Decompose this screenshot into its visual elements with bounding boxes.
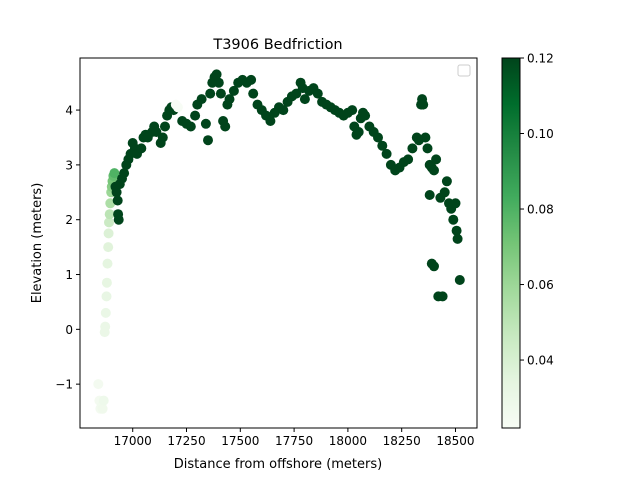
scatter-point xyxy=(190,110,201,121)
x-axis: 17000 17250 17500 17750 18000 18250 18500 xyxy=(114,428,475,448)
colorbar-tick-label: 0.04 xyxy=(527,354,554,368)
scatter-point xyxy=(448,214,459,225)
y-tick-label: 4 xyxy=(65,104,73,118)
scatter-point xyxy=(381,148,392,159)
scatter-point xyxy=(111,187,122,198)
x-tick-label: 18000 xyxy=(329,434,367,448)
scatter-point xyxy=(450,198,461,209)
scatter-point xyxy=(228,85,239,96)
colorbar-tick-label: 0.08 xyxy=(527,203,554,217)
scatter-point xyxy=(157,132,168,143)
scatter-point xyxy=(248,88,259,99)
scatter-point xyxy=(196,94,207,105)
scatter-point xyxy=(102,258,113,269)
chart-title: T3906 Bedfriction xyxy=(212,37,342,53)
scatter-point xyxy=(418,99,429,110)
scatter-point xyxy=(104,217,114,228)
scatter-point xyxy=(377,140,388,151)
x-tick-label: 18250 xyxy=(383,434,421,448)
colorbar-tick-label: 0.06 xyxy=(527,278,554,292)
x-axis-label: Distance from offshore (meters) xyxy=(174,457,382,472)
scatter-point xyxy=(97,403,108,414)
scatter-point xyxy=(104,209,115,220)
scatter-point xyxy=(103,242,114,253)
scatter-point xyxy=(215,88,226,99)
scatter-point xyxy=(420,132,431,143)
x-tick-label: 17250 xyxy=(167,434,205,448)
scatter-point xyxy=(220,121,231,132)
y-axis: −1 0 1 2 3 4 xyxy=(55,104,80,392)
scatter-point xyxy=(93,379,104,390)
scatter-point xyxy=(100,307,111,318)
scatter-point xyxy=(211,69,222,80)
scatter-point xyxy=(403,154,414,165)
scatter-point xyxy=(172,102,183,113)
scatter-point xyxy=(429,165,439,176)
x-tick-label: 18500 xyxy=(436,434,474,448)
scatter-point xyxy=(185,121,196,132)
scatter-point xyxy=(422,143,433,154)
scatter-point xyxy=(101,277,112,288)
scatter-point xyxy=(101,291,112,302)
colorbar-tick-label: 0.12 xyxy=(527,52,554,66)
scatter-point xyxy=(424,190,435,200)
scatter-point xyxy=(353,127,364,137)
y-tick-label: 3 xyxy=(65,158,73,172)
plot-area xyxy=(80,58,477,428)
x-tick-label: 17000 xyxy=(114,434,152,448)
scatter-point xyxy=(431,154,442,165)
scatter-point xyxy=(109,168,120,179)
scatter-point xyxy=(452,233,463,244)
scatter-point xyxy=(441,176,452,187)
scatter-point xyxy=(100,321,111,332)
scatter-point xyxy=(265,116,276,126)
scatter-point xyxy=(113,214,124,225)
scatter-point xyxy=(299,94,310,105)
y-tick-label: 1 xyxy=(65,268,73,282)
scatter-point xyxy=(224,94,235,105)
scatter-point xyxy=(451,225,462,236)
colorbar xyxy=(501,57,521,429)
scatter-point xyxy=(407,143,418,154)
scatter-points xyxy=(93,69,465,414)
scatter-point xyxy=(213,77,224,88)
scatter-point xyxy=(246,74,257,85)
scatter-point xyxy=(439,187,450,198)
y-tick-label: −1 xyxy=(55,378,73,392)
scatter-point xyxy=(119,168,130,179)
scatter-point xyxy=(98,395,109,406)
scatter-point xyxy=(437,291,448,302)
scatter-point xyxy=(360,110,371,121)
scatter-point xyxy=(160,121,170,132)
scatter-point xyxy=(136,143,147,154)
scatter-point xyxy=(112,195,123,206)
scatter-point xyxy=(454,275,465,285)
y-axis-label: Elevation (meters) xyxy=(30,183,45,304)
scatter-point xyxy=(205,88,216,99)
x-tick-label: 17500 xyxy=(221,434,259,448)
scatter-point xyxy=(347,105,358,116)
scatter-point xyxy=(312,88,323,99)
scatter-point xyxy=(103,228,114,239)
scatter-point xyxy=(203,135,213,146)
y-tick-label: 0 xyxy=(65,323,73,337)
colorbar-ticks: 0.04 0.06 0.08 0.10 0.12 xyxy=(520,52,554,368)
scatter-point xyxy=(278,105,289,116)
legend-box xyxy=(457,64,471,77)
x-tick-label: 17750 xyxy=(275,434,313,448)
scatter-point xyxy=(200,118,211,129)
colorbar-tick-label: 0.10 xyxy=(527,127,554,141)
scatter-point xyxy=(373,132,383,143)
plot-frame xyxy=(79,57,478,429)
y-tick-label: 2 xyxy=(65,213,73,227)
scatter-point xyxy=(429,261,439,272)
